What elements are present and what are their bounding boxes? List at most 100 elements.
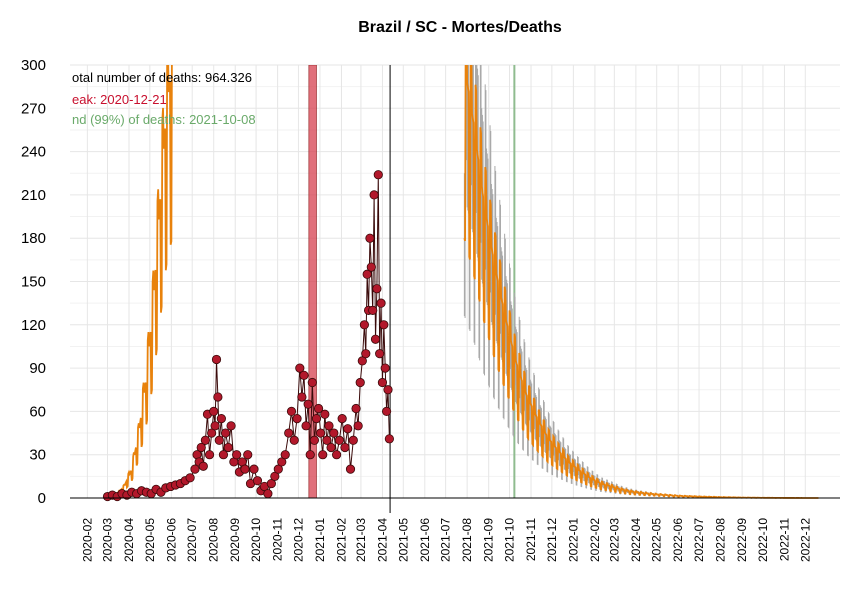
observed-point bbox=[301, 421, 311, 431]
observed-point bbox=[232, 450, 242, 460]
observed-point bbox=[289, 435, 299, 445]
x-tick-label: 2020-11 bbox=[271, 518, 285, 561]
observed-point bbox=[263, 489, 273, 499]
observed-point bbox=[351, 403, 361, 414]
observed-point bbox=[214, 435, 224, 445]
x-tick-label: 2021-11 bbox=[524, 518, 538, 561]
observed-point bbox=[204, 450, 215, 460]
observed-point bbox=[368, 305, 378, 315]
observed-point bbox=[373, 170, 383, 180]
observed-point bbox=[316, 428, 326, 438]
observed-point bbox=[240, 464, 250, 474]
observed-point bbox=[345, 464, 356, 474]
observed-point bbox=[379, 320, 389, 330]
observed-point bbox=[343, 424, 353, 434]
observed-point bbox=[320, 409, 330, 419]
x-tick-label: 2022-03 bbox=[607, 518, 621, 562]
y-tick-label: 0 bbox=[38, 490, 46, 507]
fit-curve-forecast-band bbox=[463, 65, 817, 498]
observed-point bbox=[190, 464, 200, 474]
observed-point bbox=[218, 450, 229, 460]
observed-point bbox=[372, 284, 382, 294]
observed-point bbox=[340, 442, 350, 453]
peak-annotation: eak: 2020-12-21 bbox=[72, 92, 167, 107]
x-tick-label: 2021-05 bbox=[396, 518, 410, 562]
y-tick-label: 120 bbox=[21, 317, 46, 334]
x-tick-label: 2021-07 bbox=[439, 518, 453, 562]
observed-point bbox=[353, 421, 363, 431]
y-tick-label: 270 bbox=[21, 100, 46, 117]
observed-point bbox=[362, 269, 372, 279]
observed-point bbox=[355, 377, 365, 388]
observed-point bbox=[380, 363, 390, 373]
observed-point bbox=[384, 434, 394, 444]
observed-point bbox=[382, 406, 392, 416]
observed-point bbox=[292, 414, 302, 424]
x-tick-label: 2021-02 bbox=[334, 518, 348, 562]
axes: 0 30 60 90 120 150 180 210 240 270 300 2020-02 2020-… bbox=[21, 57, 840, 562]
x-tick-label: 2021-09 bbox=[482, 518, 496, 562]
observed-point bbox=[303, 399, 313, 409]
observed-point bbox=[348, 435, 358, 445]
observed-point bbox=[243, 450, 253, 460]
observed-point bbox=[305, 450, 315, 460]
observed-point bbox=[359, 320, 369, 330]
observed-point bbox=[332, 450, 342, 460]
observed-point bbox=[334, 435, 344, 445]
observed-point bbox=[220, 428, 231, 438]
x-tick-label: 2022-05 bbox=[650, 518, 664, 562]
observed-point bbox=[309, 435, 320, 445]
observed-point bbox=[318, 450, 328, 460]
observed-point bbox=[209, 406, 219, 416]
observed-point bbox=[322, 435, 332, 445]
observed-point bbox=[299, 370, 309, 380]
observed-point bbox=[249, 464, 259, 474]
x-tick-label: 2021-01 bbox=[313, 518, 327, 562]
observed-point bbox=[284, 428, 294, 438]
x-tick-label: 2022-02 bbox=[588, 518, 602, 562]
observed-point bbox=[196, 442, 206, 453]
x-tick-label: 2020-02 bbox=[80, 518, 94, 562]
x-tick-label: 2021-10 bbox=[503, 518, 517, 562]
x-tick-label: 2020-09 bbox=[228, 518, 242, 562]
y-tick-label: 30 bbox=[29, 447, 46, 464]
observed-point bbox=[311, 414, 322, 424]
observed-point bbox=[252, 476, 263, 486]
observed-point bbox=[366, 262, 376, 272]
x-tick-label: 2021-08 bbox=[460, 518, 474, 562]
x-tick-label: 2022-07 bbox=[692, 518, 706, 562]
x-tick-label: 2022-01 bbox=[566, 518, 580, 562]
x-tick-label: 2022-09 bbox=[735, 518, 749, 562]
x-tick-label: 2022-06 bbox=[671, 518, 685, 562]
observed-point bbox=[280, 450, 290, 460]
x-tick-label: 2020-07 bbox=[185, 518, 199, 562]
observed-point bbox=[295, 363, 305, 373]
observed-point bbox=[337, 414, 347, 424]
y-tick-label: 150 bbox=[21, 274, 46, 291]
x-tick-label: 2020-12 bbox=[291, 518, 305, 562]
observed-point bbox=[324, 421, 334, 431]
observed-point bbox=[329, 428, 339, 438]
observed-point bbox=[365, 233, 375, 243]
x-tick-label: 2022-10 bbox=[756, 518, 770, 562]
x-tick-label: 2022-12 bbox=[798, 518, 812, 562]
x-tick-label: 2022-11 bbox=[777, 518, 791, 561]
observed-point bbox=[369, 190, 379, 200]
annotations: otal number of deaths: 964.326 eak: 2020… bbox=[72, 70, 256, 127]
x-tick-label: 2022-08 bbox=[714, 518, 728, 562]
x-tick-label: 2022-04 bbox=[629, 518, 643, 562]
observed-point bbox=[361, 349, 371, 359]
observed-point bbox=[200, 435, 210, 445]
x-tick-label: 2020-06 bbox=[164, 518, 178, 562]
x-tick-label: 2020-10 bbox=[249, 518, 263, 562]
x-tick-label: 2021-06 bbox=[418, 518, 432, 562]
observed-point bbox=[326, 442, 336, 453]
observed-point bbox=[211, 354, 222, 365]
y-tick-label: 210 bbox=[21, 187, 46, 204]
x-tick-label: 2021-04 bbox=[375, 518, 389, 562]
y-tick-label: 180 bbox=[21, 230, 46, 247]
observed-point bbox=[297, 392, 307, 402]
observed-point bbox=[313, 403, 324, 414]
observed-point bbox=[375, 349, 385, 359]
